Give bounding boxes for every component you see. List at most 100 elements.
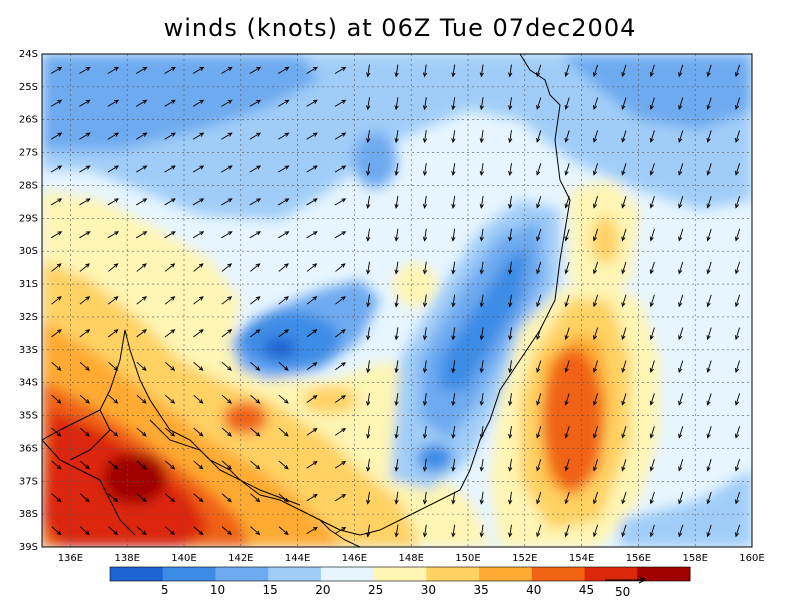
wind-arrow-head xyxy=(366,433,371,439)
wind-arrow-head xyxy=(592,400,598,406)
wind-arrow xyxy=(50,198,62,206)
wind-arrow xyxy=(136,132,147,140)
wind-arrow-head xyxy=(56,329,62,334)
lat-tick-label: 38S xyxy=(19,509,38,520)
lat-tick-label: 27S xyxy=(19,148,38,159)
wind-arrow-head xyxy=(536,433,541,439)
wind-arrow xyxy=(480,97,484,110)
lat-tick-label: 28S xyxy=(19,180,38,191)
wind-arrow xyxy=(193,296,204,305)
wind-arrow-head xyxy=(451,433,456,439)
wind-arrow xyxy=(193,460,204,470)
wind-arrow-head xyxy=(536,367,541,373)
wind-arrow xyxy=(424,458,427,471)
wind-arrow xyxy=(593,130,599,143)
wind-arrow xyxy=(335,329,346,338)
wind-arrow-head xyxy=(284,231,290,236)
wind-arrow-head xyxy=(592,236,598,242)
reference-vector: 50 xyxy=(605,576,647,599)
wind-arrow xyxy=(424,393,427,406)
wind-arrow-head xyxy=(678,367,683,373)
colorbar xyxy=(109,566,691,582)
wind-arrow-head xyxy=(536,72,541,78)
wind-arrow xyxy=(509,425,512,438)
wind-arrow-head xyxy=(479,401,484,407)
wind-arrow-head xyxy=(340,263,346,268)
wind-arrow xyxy=(164,132,176,140)
colorbar-label: 5 xyxy=(161,583,169,597)
wind-arrow xyxy=(108,493,118,502)
wind-arrow-head xyxy=(649,499,654,505)
wind-arrow xyxy=(565,327,570,340)
wind-arrow xyxy=(424,195,427,208)
wind-arrow xyxy=(650,97,655,110)
wind-arrow xyxy=(193,526,204,535)
wind-arrow xyxy=(221,67,232,74)
wind-arrow xyxy=(278,460,289,470)
wind-arrow-head xyxy=(564,137,569,143)
wind-arrow-head xyxy=(678,433,683,439)
wind-arrow xyxy=(306,428,318,436)
wind-arrow-head xyxy=(678,137,683,143)
wind-arrow xyxy=(650,327,655,340)
wind-arrow-head xyxy=(678,203,683,209)
wind-arrow-head xyxy=(85,432,90,437)
wind-arrow xyxy=(136,361,147,371)
wind-arrow xyxy=(621,524,627,537)
wind-arrow xyxy=(79,296,90,305)
wind-arrow xyxy=(278,493,289,502)
wind-arrow-head xyxy=(366,72,371,78)
wind-arrow xyxy=(367,360,370,373)
wind-arrow xyxy=(650,130,655,143)
wind-arrow xyxy=(367,228,370,241)
wind-arrow-head xyxy=(422,105,428,111)
wind-arrow-head xyxy=(621,367,626,373)
wind-arrow xyxy=(452,64,456,77)
wind-arrow-head xyxy=(422,368,428,374)
wind-arrow xyxy=(395,163,399,176)
wind-arrow-head xyxy=(706,203,711,209)
wind-arrow-head xyxy=(142,263,147,268)
wind-arrow xyxy=(678,524,684,537)
colorbar-swatch xyxy=(320,567,375,581)
wind-arrow-head xyxy=(256,198,262,203)
colorbar-swatch xyxy=(584,567,638,581)
colorbar-label: 20 xyxy=(315,583,330,597)
wind-arrow xyxy=(250,394,260,404)
wind-arrow xyxy=(565,196,570,208)
wind-arrow xyxy=(221,132,232,140)
lat-tick-label: 32S xyxy=(19,312,38,323)
lat-tick-label: 24S xyxy=(19,49,38,60)
wind-arrow xyxy=(221,460,232,470)
wind-arrow-head xyxy=(592,532,598,538)
wind-arrow xyxy=(509,294,512,307)
wind-arrow xyxy=(707,524,712,537)
wind-arrow-head xyxy=(85,231,91,236)
wind-arrow-head xyxy=(199,231,205,236)
wind-arrow xyxy=(536,64,542,77)
wind-arrow xyxy=(136,460,147,470)
wind-arrow-head xyxy=(283,366,289,371)
lat-tick-label: 39S xyxy=(19,542,38,553)
wind-arrow xyxy=(50,231,62,239)
wind-arrow-head xyxy=(255,432,261,437)
wind-arrow xyxy=(509,327,512,340)
wind-arrow xyxy=(395,64,399,77)
wind-arrow xyxy=(509,393,512,406)
wind-arrow-head xyxy=(255,497,261,503)
wind-arrow-head xyxy=(255,530,261,536)
wind-arrow xyxy=(707,130,712,143)
wind-arrow xyxy=(593,97,599,110)
wind-arrow-head xyxy=(536,499,541,505)
wind-arrow-head xyxy=(341,99,347,104)
wind-arrow-head xyxy=(142,165,148,170)
wind-arrow xyxy=(50,99,62,107)
wind-arrow-head xyxy=(170,132,176,137)
wind-arrow xyxy=(565,163,570,175)
wind-arrow xyxy=(193,361,204,371)
wind-arrow xyxy=(367,163,370,176)
wind-arrow-head xyxy=(451,138,456,144)
wind-arrow xyxy=(278,394,289,404)
wind-arrow-head xyxy=(451,72,456,78)
wind-arrow-head xyxy=(114,66,120,71)
